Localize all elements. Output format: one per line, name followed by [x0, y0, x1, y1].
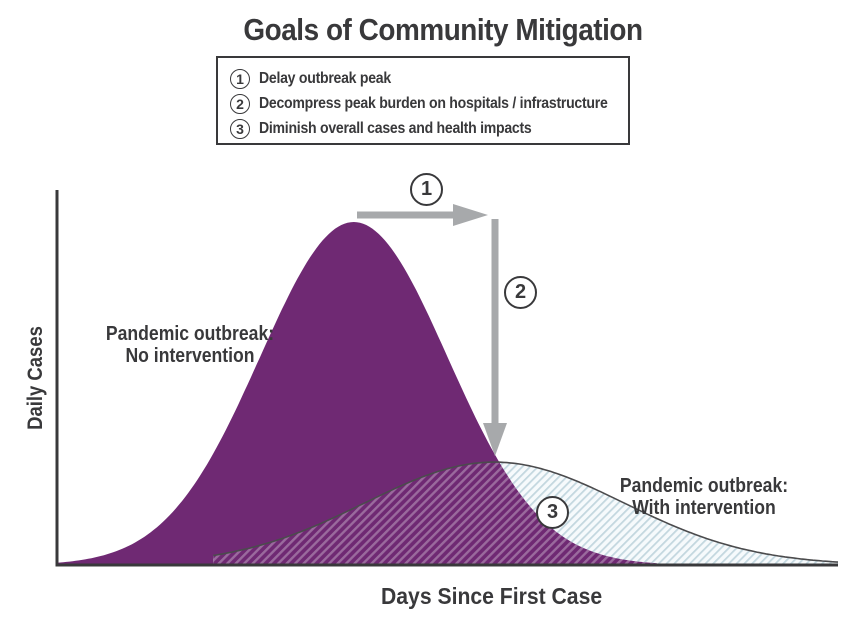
legend-row-goal-2: 2 Decompress peak burden on hospitals / …: [230, 91, 628, 116]
annotation-circle-2: 2: [504, 276, 537, 309]
goal-2-label: Decompress peak burden on hospitals / in…: [259, 94, 608, 112]
with-intervention-label-line2: With intervention: [632, 497, 776, 519]
goal-2-number-badge: 2: [230, 93, 250, 114]
with-intervention-curve-label: Pandemic outbreak: With intervention: [616, 475, 792, 519]
x-axis-label: Days Since First Case: [381, 583, 603, 609]
axes: [55, 190, 838, 567]
no-intervention-curve-label: Pandemic outbreak: No intervention: [102, 323, 278, 367]
y-axis-label: Daily Cases: [24, 326, 47, 430]
legend-row-goal-1: 1 Delay outbreak peak: [230, 66, 628, 91]
chart-title: Goals of Community Mitigation: [243, 12, 643, 47]
goal-1-label: Delay outbreak peak: [259, 69, 391, 87]
legend-row-goal-3: 3 Diminish overall cases and health impa…: [230, 116, 628, 141]
decompress-arrow-head: [483, 423, 507, 456]
goal-3-label: Diminish overall cases and health impact…: [259, 119, 532, 137]
annotation-circle-3: 3: [536, 496, 569, 529]
with-intervention-label-line1: Pandemic outbreak:: [619, 475, 789, 497]
annotation-circle-1: 1: [410, 173, 443, 206]
goals-legend-box: 1 Delay outbreak peak 2 Decompress peak …: [216, 56, 630, 145]
overlap-area-hatch: [213, 462, 657, 565]
with-intervention-outline: [213, 461, 839, 563]
no-intervention-label-line2: No intervention: [125, 345, 255, 367]
goal-3-number-badge: 3: [230, 118, 250, 139]
delay-peak-arrow-head: [453, 204, 488, 226]
goal-1-number-badge: 1: [230, 68, 250, 89]
no-intervention-label-line1: Pandemic outbreak:: [105, 323, 275, 345]
